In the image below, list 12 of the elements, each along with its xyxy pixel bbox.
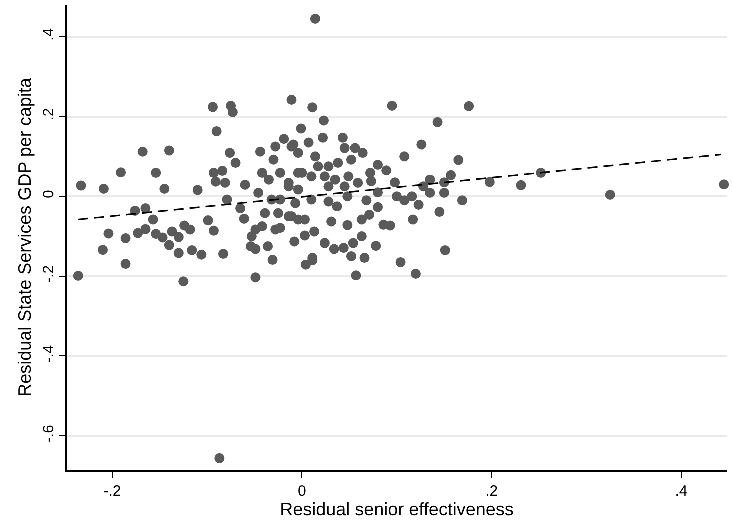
y-tick-label: .2 <box>40 108 58 121</box>
x-axis-title: Residual senior effectiveness <box>280 500 514 520</box>
y-tick-label: -.6 <box>40 425 58 443</box>
y-tick-label: -.4 <box>40 345 58 363</box>
x-tick-label: .2 <box>486 482 498 500</box>
y-tick-label: .4 <box>40 28 58 41</box>
y-axis-title: Residual State Services GDP per capita <box>14 77 35 397</box>
y-tick-label: 0 <box>40 190 58 199</box>
x-tick-label: 0 <box>298 482 306 500</box>
x-tick-label: .4 <box>675 482 688 500</box>
x-tick-label: -.2 <box>104 482 122 500</box>
y-tick-label: -.2 <box>40 265 58 283</box>
